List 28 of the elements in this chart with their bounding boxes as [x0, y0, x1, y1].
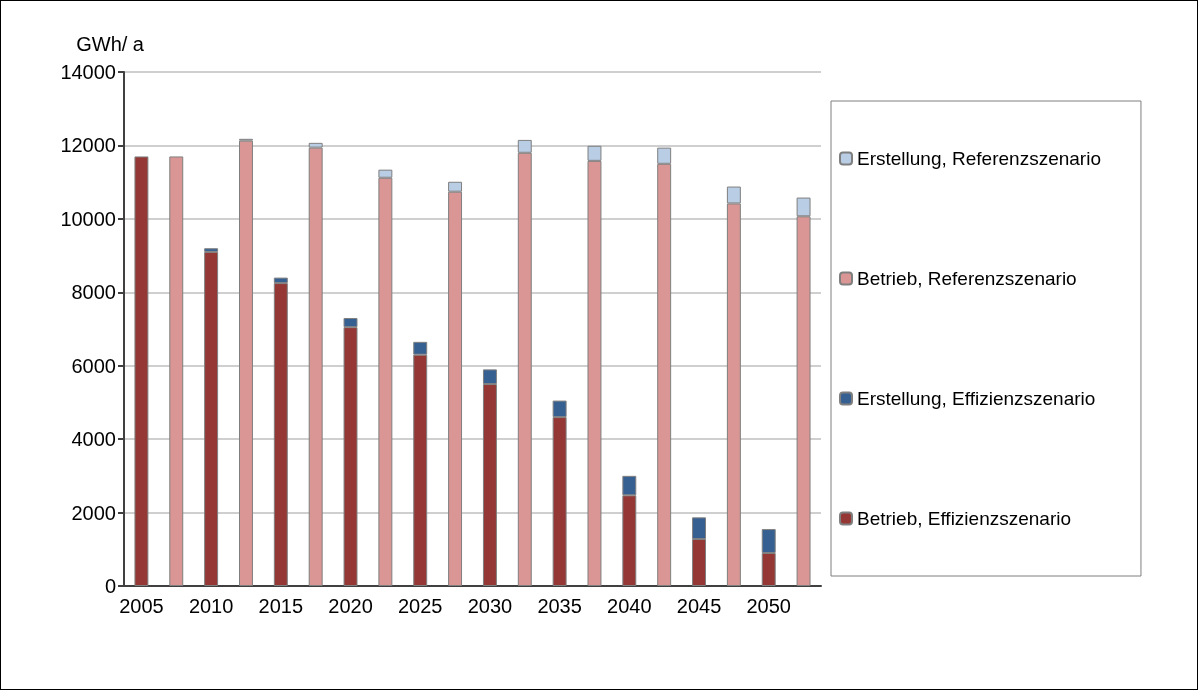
x-tick-label: 2030: [467, 595, 513, 617]
x-tick-label: 2025: [397, 595, 443, 617]
y-tick-label: 2000: [71, 501, 116, 524]
legend-label: Erstellung, Referenzszenario: [857, 148, 1101, 169]
x-tick-label: 2015: [258, 595, 304, 617]
x-tick-label: 2005: [119, 595, 164, 617]
x-tick-label: 2020: [328, 595, 373, 617]
bar: [308, 147, 323, 586]
legend-label: Betrieb, Effizienzszenario: [857, 508, 1072, 529]
x-tick-label: 2035: [537, 595, 582, 617]
legend-label: Betrieb, Referenzszenario: [857, 268, 1077, 289]
y-axis-title: GWh/ a: [76, 33, 145, 55]
x-tick-label: 2010: [188, 595, 234, 617]
bar: [169, 156, 184, 586]
y-tick-label: 6000: [71, 354, 116, 377]
y-tick-label: 12000: [60, 134, 116, 157]
bar: [239, 140, 253, 586]
y-tick-label: 8000: [71, 281, 116, 304]
y-tick-label: 10000: [60, 207, 116, 230]
bar: [204, 251, 219, 586]
legend-label: Erstellung, Effizienzszenario: [857, 388, 1096, 409]
x-tick-label: 2040: [607, 595, 652, 617]
y-tick-label: 4000: [71, 428, 116, 451]
x-tick-label: 2050: [746, 595, 791, 617]
y-tick-label: 14000: [60, 61, 116, 83]
y-tick-label: 0: [104, 575, 116, 597]
bar: [134, 156, 149, 586]
x-tick-label: 2045: [676, 595, 722, 617]
